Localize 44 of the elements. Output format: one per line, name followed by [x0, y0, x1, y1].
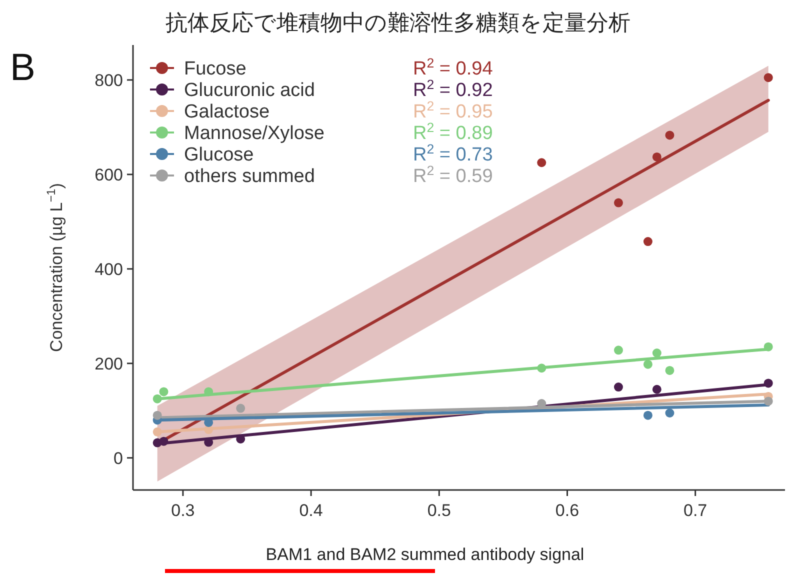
point: [764, 73, 773, 82]
legend-label: Glucose: [184, 144, 254, 166]
point: [652, 152, 662, 162]
point: [643, 237, 652, 246]
point: [537, 364, 546, 373]
x-tick-label: 0.5: [427, 501, 451, 520]
y-tick-label: 800: [94, 70, 123, 90]
y-tick-label: 200: [94, 354, 123, 374]
point: [614, 198, 623, 208]
point: [652, 384, 662, 394]
y-tick-label: 0: [114, 448, 123, 468]
legend-label: others summed: [184, 166, 315, 188]
text: B: [10, 47, 36, 89]
legend-label: Galactose: [184, 102, 270, 123]
x-tick-label: 0.6: [555, 501, 580, 520]
point: [665, 130, 674, 140]
point: [537, 158, 546, 168]
point: [614, 346, 623, 355]
point: [159, 436, 168, 446]
y-tick-label: 400: [94, 260, 123, 279]
point: [159, 387, 168, 396]
x-tick-label: 0.3: [171, 501, 195, 520]
point: [614, 382, 623, 392]
legend-label: Mannose/Xylose: [184, 123, 324, 144]
point: [204, 387, 214, 396]
point: [665, 408, 674, 418]
point: [152, 394, 162, 404]
y-tick-label: 600: [94, 165, 123, 184]
point: [152, 427, 162, 436]
point: [764, 342, 773, 352]
point: [152, 410, 162, 420]
x-axis-title: BAM1 and BAM2 summed antibody signal: [266, 545, 584, 564]
point: [236, 404, 246, 413]
point: [764, 396, 773, 406]
chart-title: 抗体反応で堆積物中の難溶性多糖類を定量分析: [166, 11, 630, 36]
legend-label: Glucuronic acid: [184, 80, 315, 102]
point: [764, 378, 773, 388]
x-tick-label: 0.7: [684, 501, 708, 520]
point: [652, 348, 662, 358]
point: [665, 366, 674, 375]
legend-label: Fucose: [184, 58, 246, 80]
point: [643, 410, 652, 420]
x-tick-label: 0.4: [299, 501, 323, 520]
point: [643, 360, 652, 369]
